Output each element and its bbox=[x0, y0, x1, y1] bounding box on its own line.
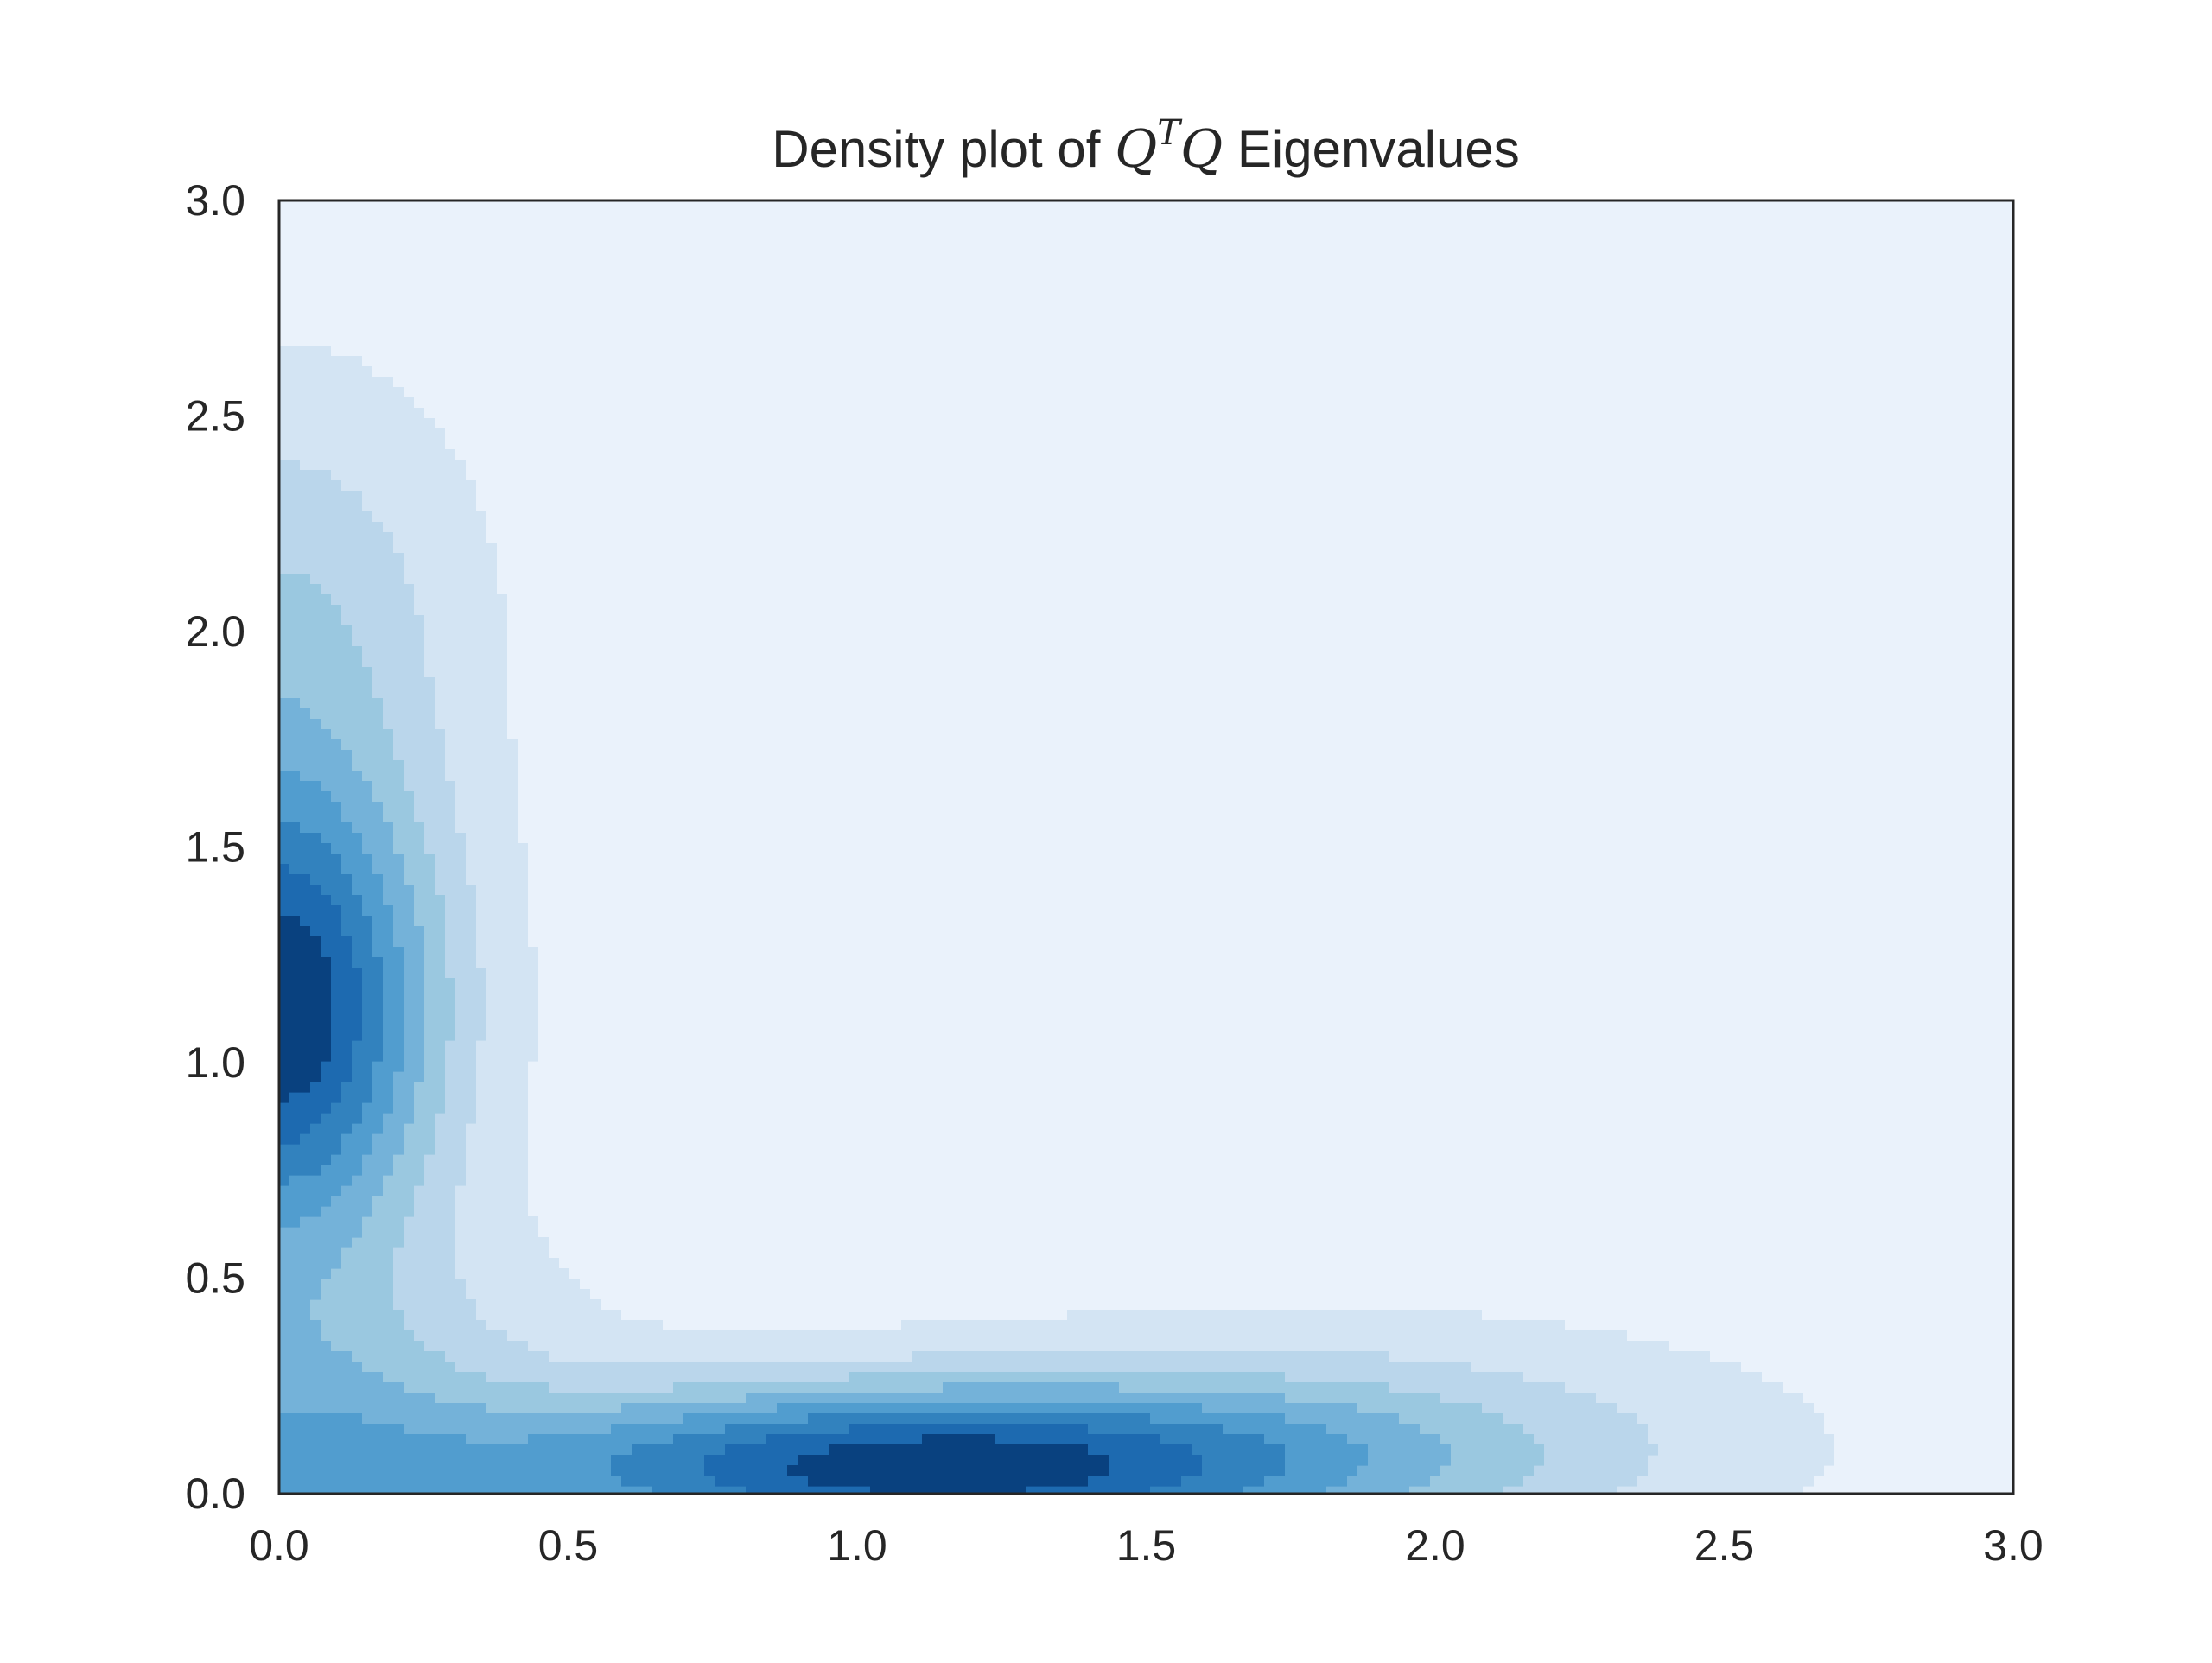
x-tick-label: 1.0 bbox=[827, 1521, 887, 1570]
y-axis-ticks: 0.0 0.5 1.0 1.5 2.0 2.5 3.0 bbox=[185, 176, 245, 1518]
title-suffix: Eigenvalues bbox=[1223, 120, 1520, 178]
title-math-q: Q bbox=[1115, 119, 1157, 180]
density-level-6 bbox=[279, 822, 1285, 1494]
y-tick-label: 1.5 bbox=[185, 823, 245, 872]
y-tick-label: 1.0 bbox=[185, 1038, 245, 1087]
plot-frame bbox=[277, 199, 2015, 1495]
x-tick-label: 1.5 bbox=[1116, 1521, 1177, 1570]
density-contours bbox=[279, 346, 1834, 1494]
x-axis-ticks: 0.0 0.5 1.0 1.5 2.0 2.5 3.0 bbox=[249, 1521, 2044, 1570]
y-tick-label: 0.0 bbox=[185, 1469, 245, 1518]
x-tick-label: 2.0 bbox=[1405, 1521, 1465, 1570]
x-tick-label: 0.0 bbox=[249, 1521, 309, 1570]
x-tick-label: 3.0 bbox=[1983, 1521, 2044, 1570]
y-tick-label: 0.5 bbox=[185, 1254, 245, 1303]
density-level-4 bbox=[279, 698, 1451, 1494]
title-prefix: Density plot of bbox=[772, 120, 1115, 178]
density-level-5 bbox=[279, 771, 1368, 1494]
chart-title: Density plot of QTQ Eigenvalues bbox=[772, 113, 1520, 180]
y-tick-label: 3.0 bbox=[185, 176, 245, 225]
title-math-q2: Q bbox=[1180, 119, 1223, 180]
title-math-superscript: T bbox=[1157, 113, 1183, 153]
x-tick-label: 2.5 bbox=[1694, 1521, 1755, 1570]
y-tick-label: 2.5 bbox=[185, 392, 245, 441]
y-tick-label: 2.0 bbox=[185, 607, 245, 656]
x-tick-label: 0.5 bbox=[538, 1521, 599, 1570]
